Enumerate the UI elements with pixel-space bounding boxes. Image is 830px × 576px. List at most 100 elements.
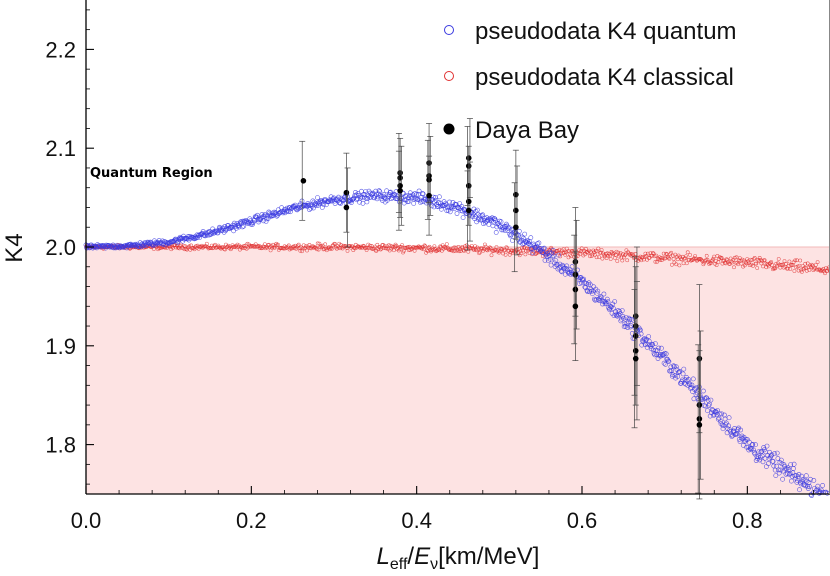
quantum-point bbox=[717, 418, 723, 424]
x-tick-label: 0.0 bbox=[71, 508, 102, 533]
quantum-point bbox=[550, 247, 556, 253]
classical-point bbox=[304, 244, 308, 248]
classical-point bbox=[551, 251, 556, 255]
classical-point bbox=[653, 259, 658, 264]
quantum-point bbox=[449, 205, 455, 211]
daya-bay-point bbox=[513, 207, 519, 214]
y-axis-title: K4 bbox=[1, 233, 28, 262]
classical-point bbox=[745, 257, 750, 261]
classical-point bbox=[321, 247, 326, 252]
classical-point bbox=[181, 244, 186, 248]
classical-point bbox=[378, 247, 383, 252]
quantum-point bbox=[658, 353, 664, 359]
quantum-point bbox=[791, 461, 797, 467]
quantum-point bbox=[506, 225, 512, 230]
quantum-point bbox=[416, 188, 422, 194]
quantum-point bbox=[587, 282, 593, 287]
classical-point bbox=[615, 259, 620, 263]
quantum-point bbox=[508, 232, 514, 238]
quantum-point bbox=[352, 189, 358, 195]
quantum-point bbox=[703, 403, 708, 409]
quantum-point bbox=[175, 239, 181, 244]
quantum-point bbox=[675, 373, 681, 379]
classical-point bbox=[774, 261, 779, 266]
classical-point bbox=[569, 254, 573, 259]
classical-point bbox=[641, 255, 645, 260]
classical-point bbox=[805, 261, 810, 266]
classical-point bbox=[688, 253, 692, 257]
classical-point bbox=[498, 246, 503, 251]
quantum-point bbox=[619, 308, 625, 313]
classical-point bbox=[339, 243, 343, 247]
y-tick-label: 2.2 bbox=[45, 37, 76, 62]
classical-point bbox=[296, 243, 300, 248]
classical-point bbox=[651, 251, 655, 255]
quantum-point bbox=[556, 252, 561, 258]
classical-point bbox=[426, 246, 431, 250]
quantum-point bbox=[680, 371, 686, 377]
classical-point bbox=[222, 247, 227, 251]
quantum-point bbox=[579, 280, 584, 286]
quantum-point bbox=[376, 188, 382, 194]
quantum-point bbox=[676, 369, 682, 375]
classical-point bbox=[601, 251, 606, 256]
classical-point bbox=[594, 255, 599, 260]
classical-point bbox=[593, 248, 598, 253]
classical-point bbox=[739, 261, 744, 266]
classical-point bbox=[772, 266, 777, 271]
classical-point bbox=[622, 255, 626, 260]
classical-point bbox=[206, 246, 211, 251]
classical-point bbox=[804, 266, 808, 270]
classical-point bbox=[457, 249, 462, 254]
classical-point bbox=[704, 253, 709, 258]
classical-point bbox=[333, 242, 337, 246]
legend-marker bbox=[444, 71, 454, 81]
classical-point bbox=[452, 245, 457, 250]
classical-point bbox=[436, 247, 441, 252]
x-title-sub1: eff bbox=[390, 556, 408, 573]
quantum-point bbox=[778, 467, 783, 473]
classical-point bbox=[608, 257, 613, 261]
classical-point bbox=[372, 244, 377, 249]
daya-bay-series bbox=[299, 118, 704, 500]
daya-bay-point bbox=[513, 224, 519, 231]
quantum-point bbox=[682, 380, 687, 386]
classical-point bbox=[766, 264, 771, 269]
classical-point bbox=[392, 244, 397, 249]
quantum-point bbox=[707, 413, 713, 419]
quantum-point bbox=[557, 261, 563, 267]
legend-label: Daya Bay bbox=[475, 117, 579, 144]
daya-bay-point bbox=[397, 182, 403, 189]
quantum-point bbox=[621, 315, 626, 321]
quantum-point bbox=[526, 241, 532, 246]
classical-point bbox=[782, 259, 787, 263]
classical-point bbox=[390, 244, 395, 249]
quantum-point bbox=[542, 257, 548, 263]
classical-point bbox=[454, 248, 459, 253]
classical-point bbox=[812, 266, 817, 271]
classical-point bbox=[437, 248, 442, 253]
classical-point bbox=[737, 258, 741, 263]
quantum-point bbox=[604, 296, 610, 302]
classical-point bbox=[283, 246, 288, 251]
classical-point bbox=[398, 247, 403, 251]
classical-point bbox=[685, 250, 690, 255]
classical-point bbox=[275, 243, 280, 247]
classical-point bbox=[670, 262, 674, 267]
classical-point bbox=[488, 245, 492, 250]
classical-point bbox=[288, 245, 293, 250]
daya-bay-point bbox=[300, 178, 307, 184]
quantum-region-shade bbox=[86, 247, 830, 494]
classical-point bbox=[691, 257, 696, 262]
classical-point bbox=[492, 248, 496, 253]
classical-point bbox=[483, 242, 487, 247]
classical-point bbox=[669, 250, 673, 255]
quantum-point bbox=[310, 198, 316, 204]
legend-marker bbox=[444, 25, 454, 35]
classical-point bbox=[814, 262, 818, 267]
classical-point bbox=[519, 251, 524, 256]
y-tick-label: 2.1 bbox=[45, 136, 76, 161]
classical-point bbox=[620, 258, 625, 263]
classical-point bbox=[667, 257, 672, 261]
classical-point bbox=[757, 256, 762, 260]
